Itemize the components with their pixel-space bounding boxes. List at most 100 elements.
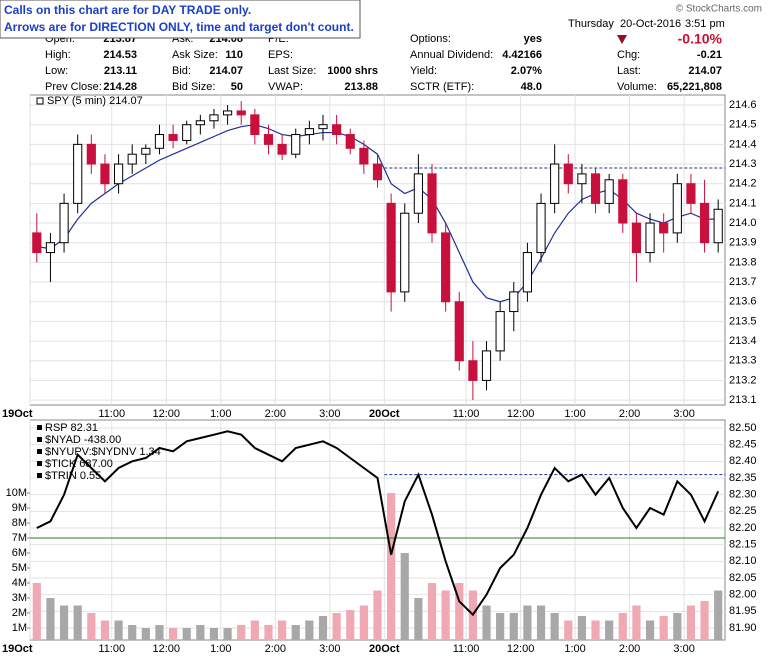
field-value: 48.0 bbox=[521, 81, 542, 93]
volume-bar bbox=[32, 583, 41, 640]
candle-body bbox=[195, 120, 205, 126]
field-value: 214.07 bbox=[688, 65, 722, 77]
volume-bar bbox=[645, 620, 655, 640]
candle-body bbox=[550, 163, 560, 204]
y-tick-label: 213.1 bbox=[729, 394, 757, 406]
volume-bar bbox=[359, 605, 368, 640]
candle-body bbox=[495, 311, 505, 352]
candle-body bbox=[481, 350, 492, 381]
volume-bar bbox=[155, 625, 164, 640]
candle-body bbox=[536, 202, 546, 254]
candle-body bbox=[400, 212, 410, 293]
legend: $TRIN 0.55 bbox=[45, 470, 101, 482]
volume-bar bbox=[250, 620, 259, 640]
field-label: Low: bbox=[45, 65, 68, 77]
volume-bar bbox=[400, 553, 409, 640]
candle-body bbox=[604, 179, 614, 204]
down-arrow bbox=[617, 35, 627, 44]
x-tick-label: 1:00 bbox=[564, 408, 585, 420]
field-label: Bid: bbox=[172, 65, 191, 77]
candle-body bbox=[168, 134, 178, 141]
candle-body bbox=[359, 147, 369, 165]
candle-body bbox=[291, 134, 301, 155]
volume-bar bbox=[496, 613, 505, 640]
legend-icon bbox=[37, 425, 42, 430]
legend-icon bbox=[36, 97, 44, 105]
time: 3:51 pm bbox=[685, 18, 725, 30]
candle-body bbox=[590, 173, 601, 204]
volume-bar bbox=[509, 613, 518, 640]
volume-bar bbox=[427, 583, 437, 640]
candle-body bbox=[127, 153, 137, 165]
volume-bar bbox=[387, 493, 396, 640]
field-value: -0.21 bbox=[697, 49, 722, 61]
candle-body bbox=[699, 202, 710, 244]
x-tick-label: 3:00 bbox=[673, 643, 694, 655]
field-value: yes bbox=[524, 33, 542, 45]
candle-body bbox=[645, 222, 655, 254]
y-tick-label: 7M bbox=[12, 532, 27, 544]
candle-body bbox=[468, 360, 478, 381]
candle-body bbox=[563, 163, 573, 185]
y-tick-label: 9M bbox=[12, 502, 27, 514]
y-tick-label: 214.1 bbox=[729, 197, 757, 209]
candle-body bbox=[659, 222, 669, 234]
volume-bar bbox=[318, 616, 328, 640]
volume-bar bbox=[686, 605, 696, 640]
candle-body bbox=[86, 143, 96, 165]
volume-bar bbox=[441, 590, 450, 640]
y-tick-label: 4M bbox=[12, 577, 27, 589]
y-tick-label: 8M bbox=[12, 517, 27, 529]
field-value: 65,221,808 bbox=[667, 81, 722, 93]
candle-body bbox=[318, 124, 328, 130]
y2-tick-label: 82.00 bbox=[729, 589, 757, 601]
candle-body bbox=[427, 173, 437, 234]
candle-body bbox=[631, 222, 642, 254]
y-tick-label: 214.3 bbox=[729, 158, 757, 170]
copyright: © StockCharts.com bbox=[676, 4, 762, 15]
x-tick-label: 12:00 bbox=[507, 408, 535, 420]
candle-body bbox=[154, 134, 165, 149]
x-tick-label: 1:00 bbox=[564, 643, 585, 655]
candle-body bbox=[509, 291, 519, 313]
x-tick-label: 1:00 bbox=[210, 643, 231, 655]
candle-body bbox=[332, 124, 342, 136]
y-tick-label: 214.5 bbox=[729, 119, 757, 131]
candle-body bbox=[413, 173, 423, 214]
candle-body bbox=[304, 128, 314, 136]
field-label: High: bbox=[45, 49, 71, 61]
x-tick-label: 12:00 bbox=[153, 643, 181, 655]
y-tick-label: 214.0 bbox=[729, 217, 757, 229]
y-tick-label: 213.4 bbox=[729, 335, 757, 347]
y2-tick-label: 81.90 bbox=[729, 622, 757, 634]
y2-tick-label: 82.30 bbox=[729, 489, 757, 501]
volume-bar bbox=[700, 601, 709, 640]
field-label: EPS: bbox=[268, 49, 293, 61]
volume-bar bbox=[455, 583, 464, 640]
field-label: Ask Size: bbox=[172, 49, 218, 61]
candle-body bbox=[113, 163, 124, 185]
y-tick-label: 213.2 bbox=[729, 374, 757, 386]
y2-tick-label: 82.05 bbox=[729, 572, 757, 584]
x-tick-label: 2:00 bbox=[619, 643, 640, 655]
x-tick-label: 2:00 bbox=[265, 643, 286, 655]
candle-body bbox=[223, 110, 233, 116]
y-tick-label: 214.2 bbox=[729, 178, 757, 190]
x-tick-label: 11:00 bbox=[453, 643, 480, 655]
volume-bar bbox=[332, 613, 341, 640]
volume-bar bbox=[482, 605, 491, 640]
y2-tick-label: 82.50 bbox=[729, 422, 757, 434]
candle-body bbox=[372, 163, 383, 181]
field-label: Last: bbox=[617, 65, 641, 77]
volume-bar bbox=[305, 620, 314, 640]
field-label: Prev Close: bbox=[45, 81, 102, 93]
y-tick-label: 10M bbox=[6, 487, 27, 499]
field-value: 213.11 bbox=[104, 65, 137, 77]
legend: $NYUPV:$NYDNV 1.34 bbox=[45, 446, 161, 458]
x-tick-label: 12:00 bbox=[153, 408, 181, 420]
x-tick-label: 1:00 bbox=[210, 408, 231, 420]
y-tick-label: 214.4 bbox=[729, 138, 757, 150]
notice-box bbox=[0, 0, 361, 39]
y2-tick-label: 82.40 bbox=[729, 455, 757, 467]
